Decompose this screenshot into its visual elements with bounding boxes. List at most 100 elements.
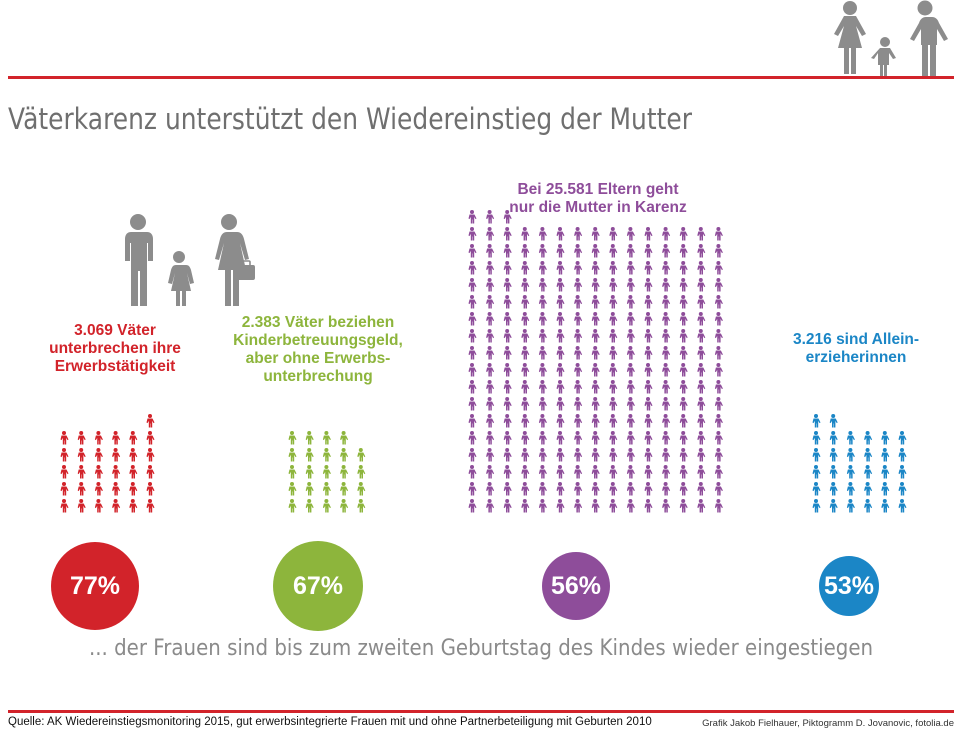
person-icon (846, 482, 855, 496)
person-icon (503, 244, 512, 258)
person-icon (468, 278, 477, 292)
person-icon (679, 227, 688, 241)
person-icon (644, 329, 653, 343)
person-icon (77, 431, 86, 445)
person-icon (697, 397, 706, 411)
person-icon (829, 482, 838, 496)
group-label-red: 3.069 Väter unterbrechen ihre Erwerbstät… (49, 322, 181, 375)
person-icon (60, 482, 69, 496)
percent-label-green: 67% (292, 571, 344, 600)
person-icon (574, 431, 583, 445)
person-icon (812, 431, 821, 445)
person-icon (486, 244, 495, 258)
person-icon (591, 227, 600, 241)
percent-circle-green: 67% (273, 541, 363, 631)
person-icon (846, 448, 855, 462)
person-icon (288, 499, 297, 513)
person-icon (591, 414, 600, 428)
person-icon (697, 227, 706, 241)
person-icon (468, 482, 477, 496)
person-icon (626, 346, 635, 360)
person-icon (146, 414, 155, 428)
person-icon (521, 414, 530, 428)
person-icon (503, 465, 512, 479)
person-icon (829, 499, 838, 513)
person-icon (591, 363, 600, 377)
person-icon (468, 295, 477, 309)
person-icon (662, 244, 671, 258)
percent-circle-blue: 53% (819, 556, 879, 616)
person-icon (679, 278, 688, 292)
person-icon (538, 448, 547, 462)
person-icon (503, 448, 512, 462)
person-icon (574, 295, 583, 309)
person-icon (829, 448, 838, 462)
person-icon (697, 482, 706, 496)
person-icon (609, 414, 618, 428)
person-icon (714, 465, 723, 479)
person-icon (881, 482, 890, 496)
person-icon (574, 261, 583, 275)
person-icon (812, 448, 821, 462)
person-icon (129, 448, 138, 462)
group-label-blue: 3.216 sind Allein- erzieherinnen (792, 331, 920, 366)
person-icon (591, 431, 600, 445)
person-icon (644, 227, 653, 241)
person-icon (357, 482, 366, 496)
person-icon (521, 499, 530, 513)
person-icon (679, 465, 688, 479)
person-icon (468, 380, 477, 394)
person-icon (679, 499, 688, 513)
person-icon (521, 482, 530, 496)
person-icon (468, 210, 477, 224)
top-rule (8, 76, 954, 79)
person-icon (609, 278, 618, 292)
person-icon (468, 312, 477, 326)
person-icon (697, 261, 706, 275)
person-icon (340, 465, 349, 479)
person-icon (662, 380, 671, 394)
person-icon (626, 244, 635, 258)
person-icon (556, 380, 565, 394)
person-icon (864, 499, 873, 513)
person-icon (503, 414, 512, 428)
person-icon (503, 346, 512, 360)
person-icon (521, 448, 530, 462)
person-icon (77, 448, 86, 462)
person-icon (468, 363, 477, 377)
person-icon (829, 465, 838, 479)
person-icon (609, 499, 618, 513)
person-icon (305, 465, 314, 479)
person-icon (468, 329, 477, 343)
person-icon (898, 499, 907, 513)
person-icon (626, 329, 635, 343)
person-icon (288, 465, 297, 479)
person-icon (538, 329, 547, 343)
person-icon (714, 431, 723, 445)
person-icon (146, 465, 155, 479)
person-icon (898, 448, 907, 462)
person-icon (538, 431, 547, 445)
person-icon (626, 227, 635, 241)
person-icon (340, 499, 349, 513)
person-icon (486, 465, 495, 479)
person-icon (468, 346, 477, 360)
person-icon (574, 278, 583, 292)
person-icon (864, 431, 873, 445)
person-icon (146, 499, 155, 513)
person-icon (626, 295, 635, 309)
person-icon (864, 482, 873, 496)
person-icon (521, 329, 530, 343)
family-icon (834, 0, 948, 76)
person-icon (881, 465, 890, 479)
person-icon (538, 380, 547, 394)
person-icon (714, 414, 723, 428)
person-icon (679, 448, 688, 462)
person-icon (468, 261, 477, 275)
person-icon (679, 431, 688, 445)
person-icon (662, 261, 671, 275)
person-icon (468, 448, 477, 462)
person-icon (574, 227, 583, 241)
person-icon (468, 499, 477, 513)
